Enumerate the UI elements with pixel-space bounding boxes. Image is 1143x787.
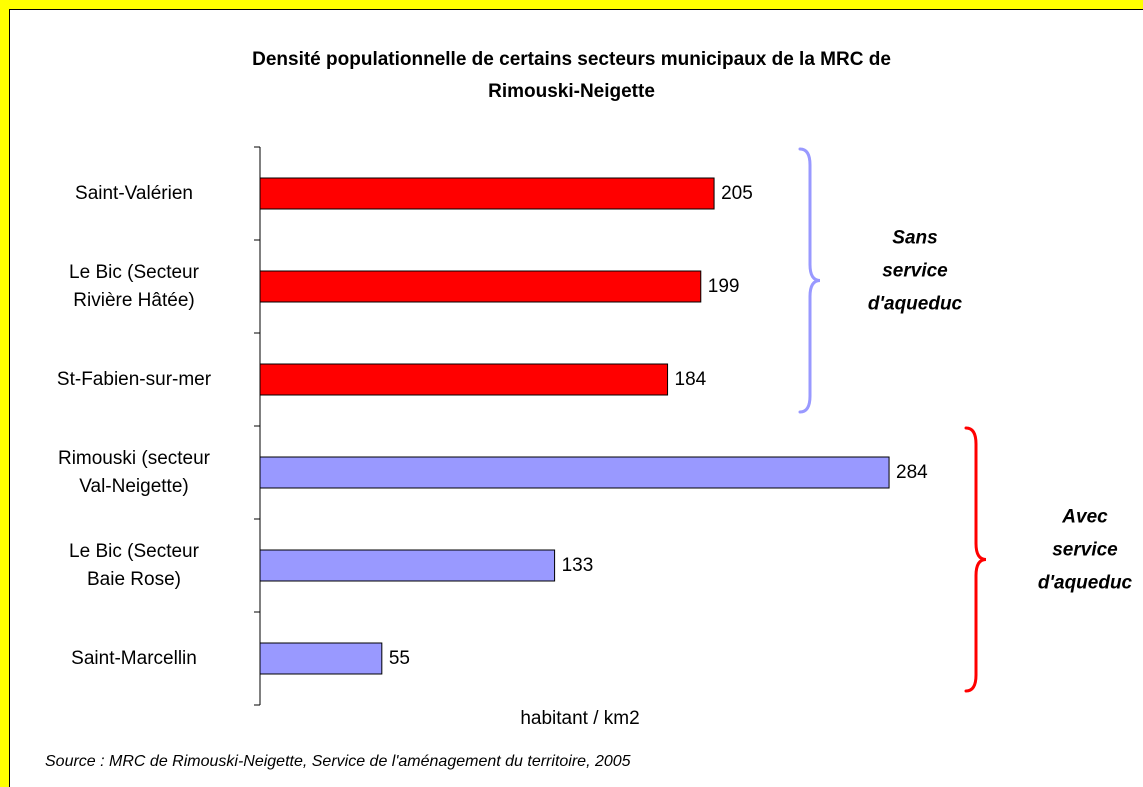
- source-note: Source : MRC de Rimouski-Neigette, Servi…: [45, 753, 631, 770]
- chart-title: Densité populationnelle de certains sect…: [252, 49, 891, 102]
- bar: [259, 363, 669, 396]
- value-label: 205: [721, 182, 753, 204]
- group-brace: [964, 426, 987, 693]
- bar: [259, 456, 890, 489]
- group-brace: [798, 147, 821, 414]
- x-axis-label: habitant / km2: [520, 708, 640, 729]
- y-tick-label: Le Bic (Secteur Rivière Hâtée): [69, 261, 199, 311]
- chart-frame: [9, 9, 1143, 787]
- group-annotation: Avec service d'aqueduc: [1037, 506, 1133, 593]
- y-tick-label: St-Fabien-sur-mer: [56, 368, 212, 390]
- value-label: 55: [388, 647, 410, 669]
- y-tick-label: Le Bic (Secteur Baie Rose): [69, 540, 199, 590]
- bar: [259, 177, 715, 210]
- value-label: 133: [561, 554, 594, 576]
- bar: [259, 642, 383, 675]
- bar: [259, 270, 702, 303]
- value-label: 199: [707, 275, 740, 297]
- group-annotation: Sans service d'aqueduc: [867, 227, 963, 314]
- bar: [259, 549, 556, 582]
- value-label: 284: [896, 461, 928, 483]
- y-tick-label: Saint-Valérien: [75, 182, 193, 204]
- value-label: 184: [674, 368, 707, 390]
- y-tick-label: Saint-Marcellin: [71, 647, 197, 669]
- y-tick-label: Rimouski (secteur Val-Neigette): [57, 447, 211, 497]
